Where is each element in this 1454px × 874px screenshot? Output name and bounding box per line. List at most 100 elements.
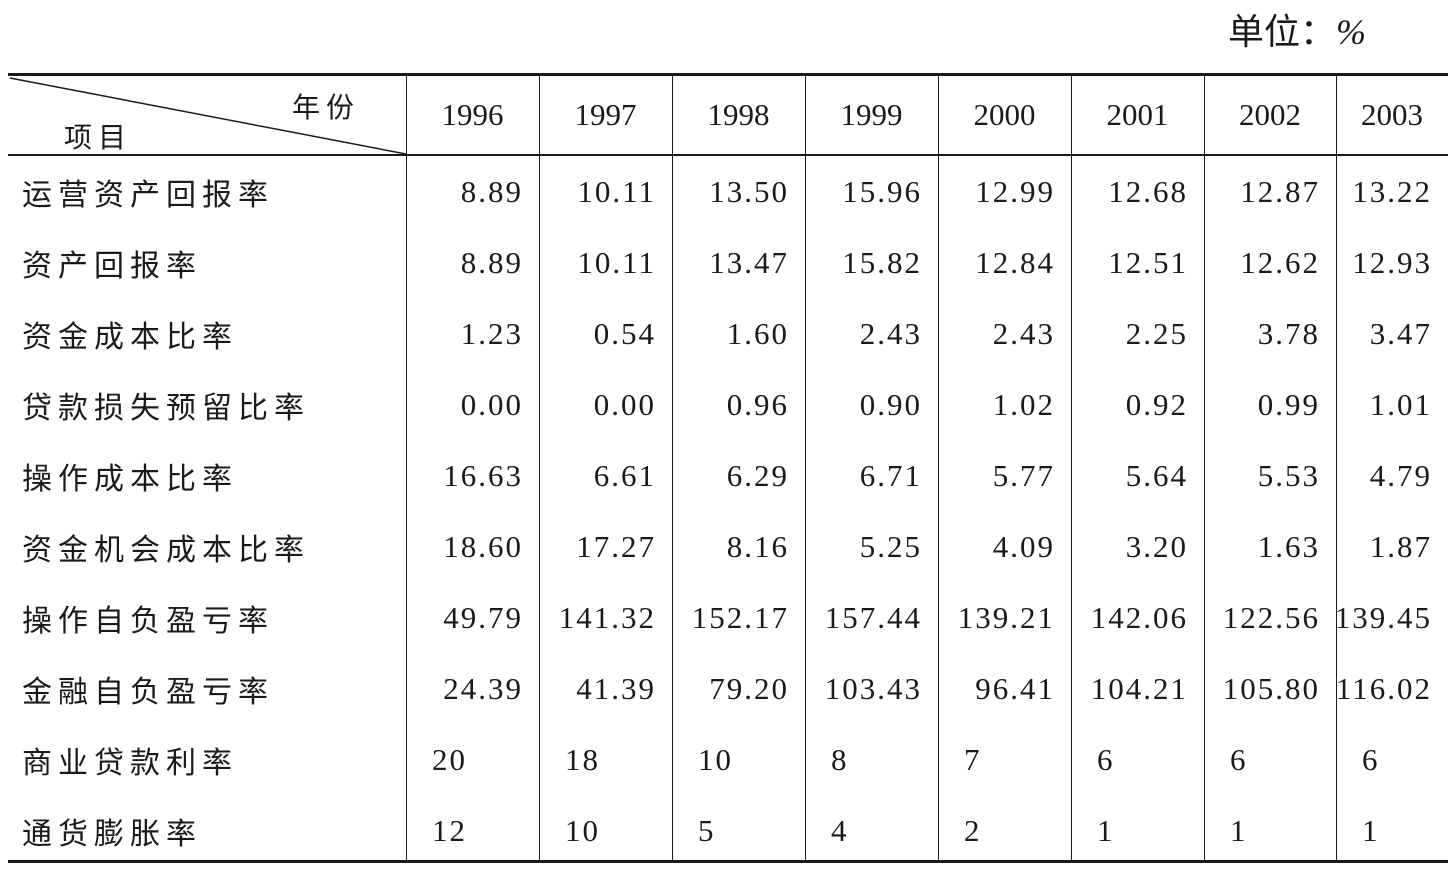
table-cell: 2 — [964, 812, 982, 848]
column-divider — [539, 76, 540, 860]
column-divider — [672, 76, 673, 860]
table-cell: 8 — [831, 741, 849, 777]
table-cell: 18.60 — [443, 528, 523, 564]
table-cell: 10.11 — [577, 173, 656, 209]
table-cell: 3.78 — [1257, 315, 1320, 351]
table-cell: 3.47 — [1369, 315, 1432, 351]
table-cell: 5.64 — [1125, 457, 1188, 493]
year-header: 2003 — [1361, 97, 1423, 132]
table-cell: 5.25 — [859, 528, 922, 564]
table-cell: 12.84 — [975, 244, 1055, 280]
table-cell: 0.00 — [593, 386, 656, 422]
row-label: 商业贷款利率 — [22, 745, 238, 781]
table-cell: 2.43 — [992, 315, 1055, 351]
table-cell: 18 — [565, 741, 600, 777]
year-header: 1996 — [441, 97, 504, 132]
table-cell: 6 — [1097, 741, 1115, 777]
table-cell: 0.92 — [1125, 386, 1188, 422]
table-cell: 16.63 — [443, 457, 523, 493]
table-cell: 79.20 — [709, 670, 789, 706]
table-cell: 20 — [432, 741, 467, 777]
table-cell: 8.16 — [726, 528, 789, 564]
row-label: 通货膨胀率 — [22, 816, 202, 852]
table-row: 操作自负盈亏率 49.79 141.32 152.17 157.44 139.21 142.… — [8, 582, 1448, 653]
table-cell: 10 — [565, 812, 600, 848]
table-cell: 12 — [432, 812, 467, 848]
table-cell: 15.96 — [842, 173, 922, 209]
data-table: 年份 项目 1996 1997 1998 1999 2000 2001 2002… — [8, 73, 1448, 863]
column-divider — [1071, 76, 1072, 860]
table-cell: 3.20 — [1125, 528, 1188, 564]
column-divider — [1336, 76, 1337, 860]
table-cell: 1.60 — [726, 315, 789, 351]
table-cell: 12.62 — [1240, 244, 1320, 280]
table-cell: 139.21 — [957, 599, 1055, 635]
year-header: 2001 — [1106, 97, 1169, 132]
year-header: 2000 — [973, 97, 1036, 132]
row-label: 资金成本比率 — [22, 319, 238, 355]
table-cell: 10 — [698, 741, 733, 777]
table-cell: 116.02 — [1335, 670, 1432, 706]
corner-column-label: 年份 — [292, 91, 361, 124]
row-label: 资金机会成本比率 — [22, 532, 310, 568]
table-cell: 141.32 — [558, 599, 656, 635]
column-divider — [406, 76, 407, 860]
table-cell: 41.39 — [576, 670, 656, 706]
table-cell: 6 — [1362, 741, 1380, 777]
table-cell: 1.87 — [1369, 528, 1432, 564]
table-row: 贷款损失预留比率 0.00 0.00 0.96 0.90 1.02 0.92 0.99 1.01 — [8, 369, 1448, 440]
table-cell: 6.61 — [593, 457, 656, 493]
table-cell: 6 — [1230, 741, 1248, 777]
row-label: 操作成本比率 — [22, 461, 238, 497]
table-cell: 142.06 — [1090, 599, 1188, 635]
row-label: 资产回报率 — [22, 248, 202, 284]
table-cell: 4 — [831, 812, 849, 848]
table-row: 操作成本比率 16.63 6.61 6.29 6.71 5.77 5.64 5.53 4.79 — [8, 440, 1448, 511]
column-divider — [805, 76, 806, 860]
row-label: 金融自负盈亏率 — [22, 674, 274, 710]
table-cell: 1 — [1230, 812, 1248, 848]
table-row: 资金成本比率 1.23 0.54 1.60 2.43 2.43 2.25 3.78 3.47 — [8, 298, 1448, 369]
table-cell: 1.63 — [1257, 528, 1320, 564]
table-cell: 17.27 — [576, 528, 656, 564]
table-cell: 1 — [1362, 812, 1380, 848]
table-cell: 13.47 — [709, 244, 789, 280]
table-cell: 5.77 — [992, 457, 1055, 493]
table-cell: 0.90 — [859, 386, 922, 422]
table-cell: 0.54 — [593, 315, 656, 351]
table-cell: 7 — [964, 741, 982, 777]
table-cell: 1.02 — [992, 386, 1055, 422]
table-row: 商业贷款利率 20 18 10 8 7 6 6 6 — [8, 724, 1448, 795]
table-cell: 2.43 — [859, 315, 922, 351]
table-cell: 96.41 — [975, 670, 1055, 706]
row-label: 贷款损失预留比率 — [22, 390, 310, 426]
table-cell: 6.29 — [726, 457, 789, 493]
table-row: 通货膨胀率 12 10 5 4 2 1 1 1 — [8, 795, 1448, 866]
table-row: 运营资产回报率 8.89 10.11 13.50 15.96 12.99 12.68 12.8… — [8, 156, 1448, 227]
table-cell: 1.01 — [1369, 386, 1432, 422]
row-label: 运营资产回报率 — [22, 177, 274, 213]
table-cell: 5.53 — [1257, 457, 1320, 493]
table-row: 资金机会成本比率 18.60 17.27 8.16 5.25 4.09 3.20 1.63 1.… — [8, 511, 1448, 582]
table-cell: 12.93 — [1352, 244, 1432, 280]
table-cell: 13.50 — [709, 173, 789, 209]
unit-symbol: % — [1336, 12, 1367, 52]
table-cell: 0.96 — [726, 386, 789, 422]
table-cell: 2.25 — [1125, 315, 1188, 351]
corner-diagonal-line — [9, 77, 406, 154]
table-cell: 12.87 — [1240, 173, 1320, 209]
table-cell: 13.22 — [1352, 173, 1432, 209]
corner-row-label: 项目 — [64, 121, 133, 154]
table-cell: 12.68 — [1108, 173, 1188, 209]
table-cell: 8.89 — [460, 244, 523, 280]
table-cell: 152.17 — [691, 599, 789, 635]
table-cell: 10.11 — [577, 244, 656, 280]
table-cell: 6.71 — [859, 457, 922, 493]
table-cell: 4.79 — [1369, 457, 1432, 493]
table-cell: 1.23 — [460, 315, 523, 351]
table-row: 资产回报率 8.89 10.11 13.47 15.82 12.84 12.51 12.62 1… — [8, 227, 1448, 298]
table-cell: 15.82 — [842, 244, 922, 280]
table-cell: 0.99 — [1257, 386, 1320, 422]
table-cell: 122.56 — [1222, 599, 1320, 635]
table-cell: 0.00 — [460, 386, 523, 422]
